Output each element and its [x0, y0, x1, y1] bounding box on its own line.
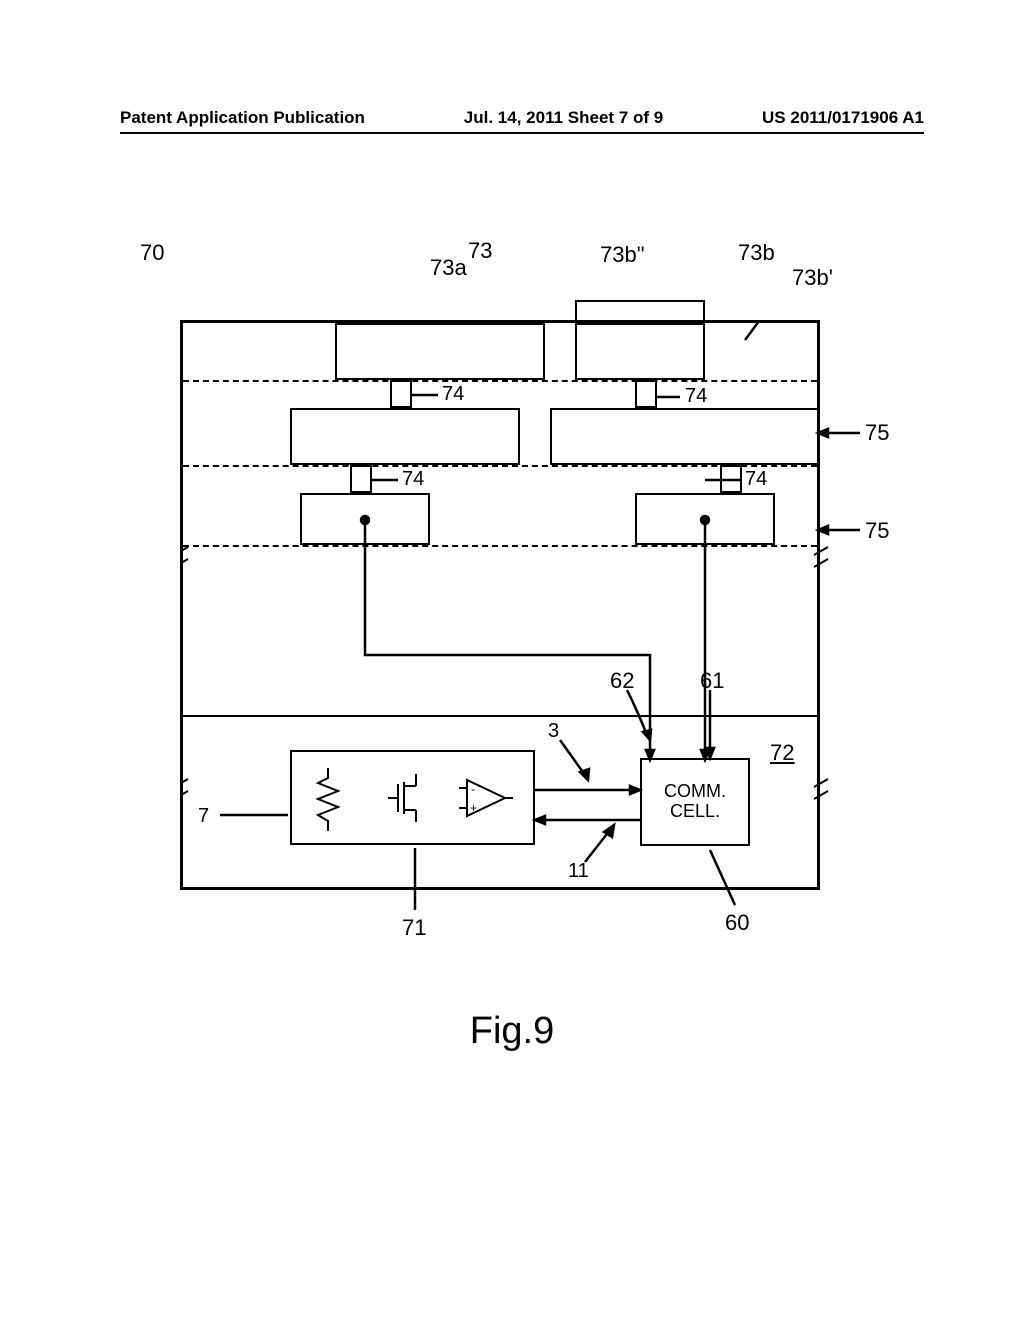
- dashed-line-3: [183, 545, 817, 547]
- label-71: 71: [402, 915, 426, 941]
- resistor-icon: [308, 763, 348, 833]
- dashed-line-1: [183, 380, 817, 382]
- header-right: US 2011/0171906 A1: [762, 108, 924, 128]
- header-left: Patent Application Publication: [120, 108, 365, 128]
- comm-line1: COMM.: [664, 782, 726, 802]
- via-74-1: [390, 380, 412, 408]
- via-74-4: [720, 465, 742, 493]
- label-75-b: 75: [865, 518, 889, 544]
- figure-9-diagram: - + COMM. CELL. 70 73 73a 73b" 73b 73b' …: [180, 320, 820, 920]
- block-73bpp: [575, 323, 705, 380]
- label-75-a: 75: [865, 420, 889, 446]
- figure-caption: Fig.9: [0, 1010, 1024, 1053]
- label-73b: 73b: [738, 240, 775, 266]
- page: Patent Application Publication Jul. 14, …: [0, 0, 1024, 1320]
- block-75-left: [290, 408, 520, 465]
- label-74-4: 74: [745, 468, 767, 491]
- label-73a: 73a: [430, 255, 467, 281]
- svg-text:+: +: [470, 801, 477, 815]
- label-70: 70: [140, 240, 164, 266]
- label-74-2: 74: [685, 385, 707, 408]
- svg-text:-: -: [471, 782, 475, 796]
- label-73bpp: 73b": [600, 242, 645, 268]
- block-73a: [335, 323, 545, 380]
- label-72: 72: [770, 740, 794, 766]
- via-74-3: [350, 465, 372, 493]
- header-center: Jul. 14, 2011 Sheet 7 of 9: [464, 108, 663, 128]
- label-74-1: 74: [442, 383, 464, 406]
- label-7: 7: [198, 805, 209, 828]
- header-rule: [120, 132, 924, 134]
- label-73: 73: [468, 238, 492, 264]
- analog-block-71: - +: [290, 750, 535, 845]
- page-header: Patent Application Publication Jul. 14, …: [120, 108, 924, 128]
- pad-left: [300, 493, 430, 545]
- label-74-3: 74: [402, 468, 424, 491]
- label-11: 11: [568, 860, 589, 883]
- block-73bpp-top: [575, 300, 705, 323]
- comm-cell-box: COMM. CELL.: [640, 758, 750, 846]
- block-75-right: [550, 408, 817, 465]
- label-60: 60: [725, 910, 749, 936]
- label-3: 3: [548, 720, 559, 743]
- mid-divider: [183, 715, 817, 717]
- transistor-icon: [380, 768, 424, 828]
- label-61: 61: [700, 668, 724, 694]
- via-74-2: [635, 380, 657, 408]
- comm-line2: CELL.: [670, 802, 720, 822]
- label-62: 62: [610, 668, 634, 694]
- pad-right: [635, 493, 775, 545]
- label-73bp: 73b': [792, 265, 833, 291]
- opamp-icon: - +: [457, 768, 517, 828]
